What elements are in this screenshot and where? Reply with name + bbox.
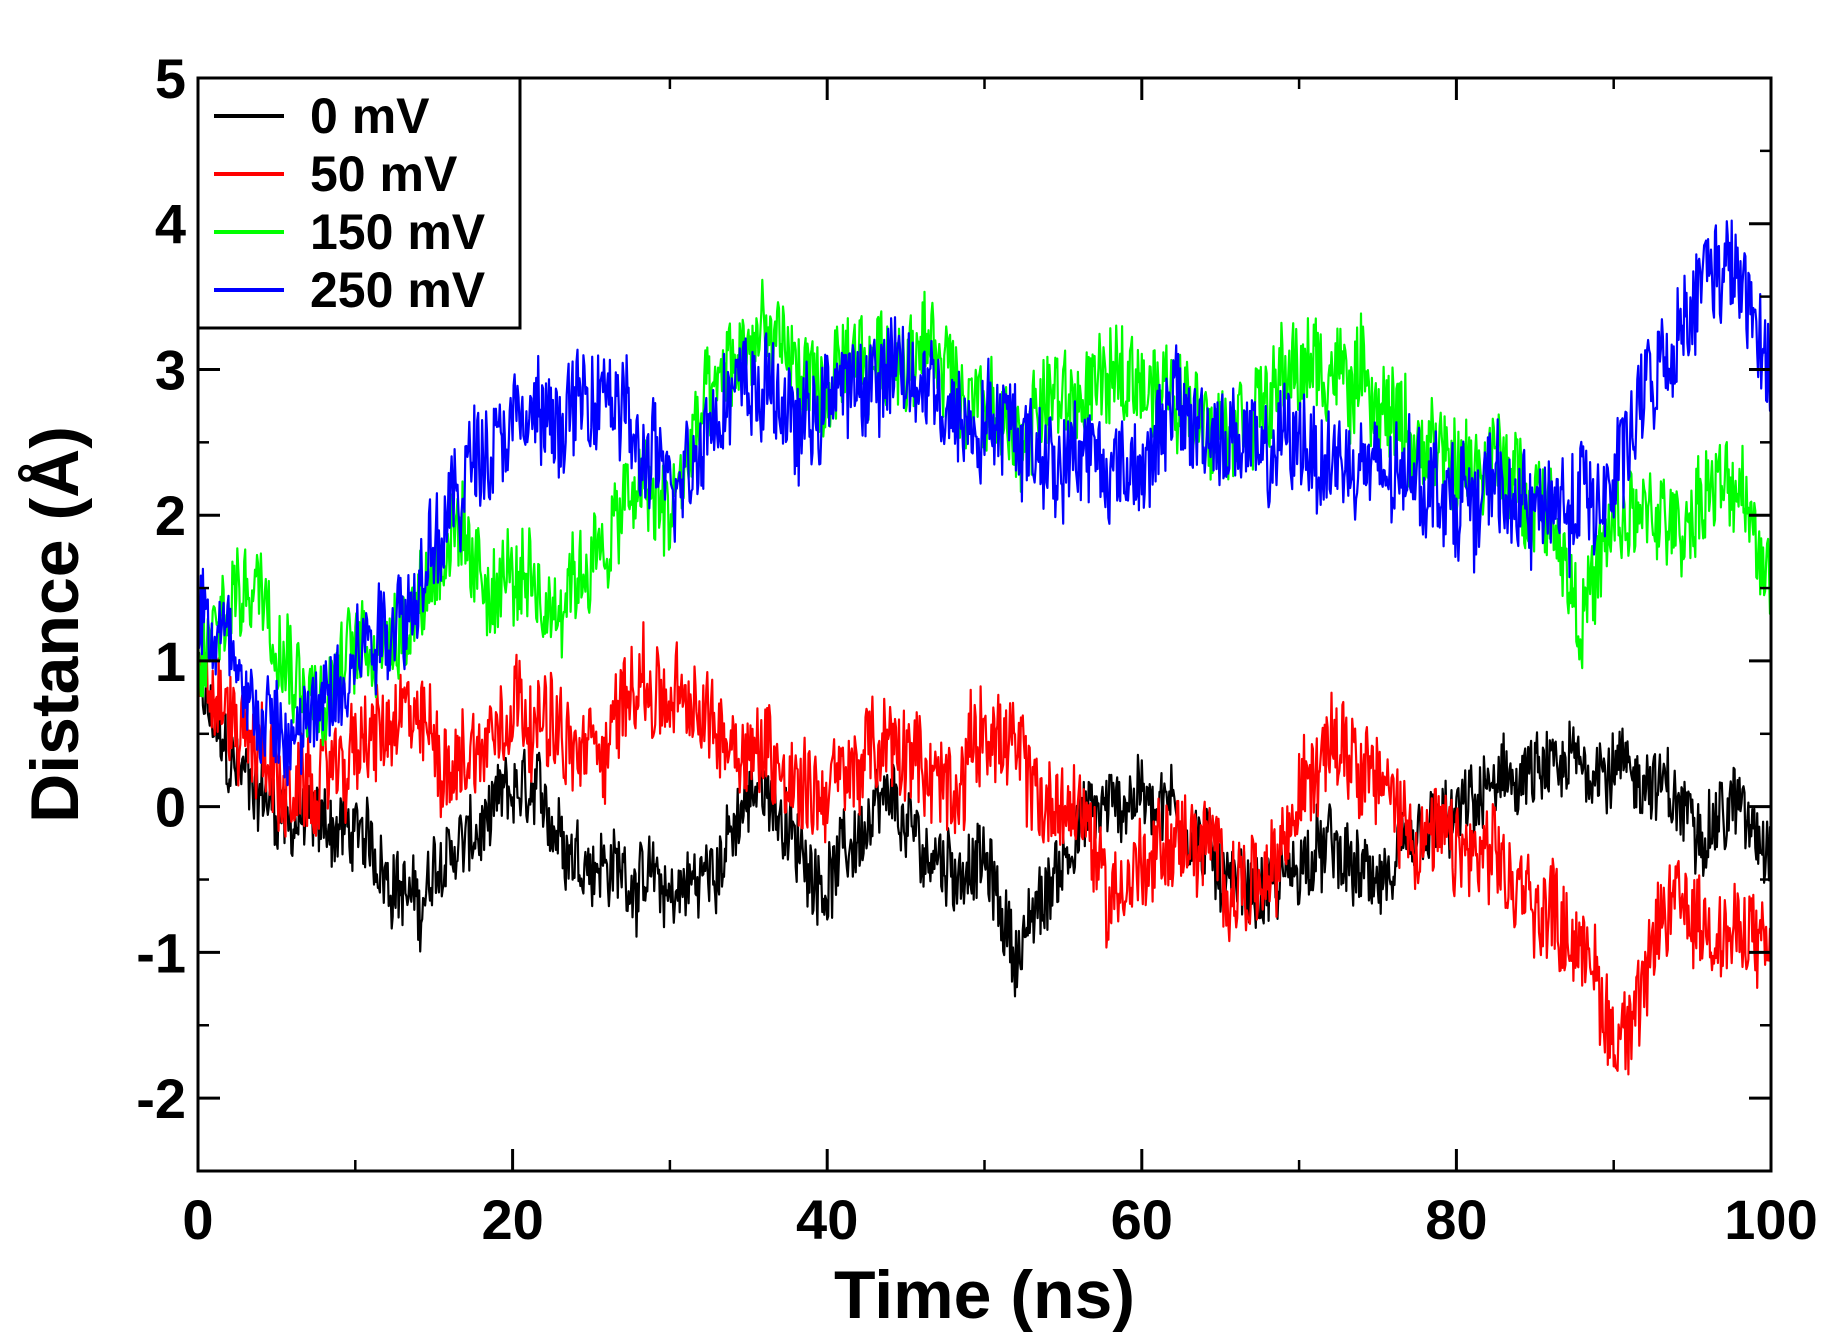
y-tick-label: 0 <box>155 776 186 839</box>
y-tick-label: 2 <box>155 484 186 547</box>
x-tick-label: 20 <box>481 1188 543 1251</box>
y-tick-label: 5 <box>155 47 186 110</box>
legend-label-0-mv: 0 mV <box>310 88 430 144</box>
y-tick-label: -1 <box>136 921 186 984</box>
legend-label-150-mv: 150 mV <box>310 204 486 260</box>
y-tick-label: -2 <box>136 1067 186 1130</box>
legend-label-250-mv: 250 mV <box>310 262 486 318</box>
y-axis-title: Distance (Å) <box>17 426 93 823</box>
series-layer <box>198 219 1771 1076</box>
legend-box <box>196 76 522 330</box>
ticks-layer: 0 20 40 60 80 100 -2 -1 0 1 2 3 4 5 <box>136 47 1818 1251</box>
x-tick-label: 0 <box>182 1188 213 1251</box>
x-tick-label: 100 <box>1724 1188 1817 1251</box>
legend-label-50-mv: 50 mV <box>310 146 458 202</box>
series-line-50-mv <box>198 621 1771 1076</box>
x-tick-label: 40 <box>796 1188 858 1251</box>
series-line-0-mv <box>198 651 1771 998</box>
y-tick-label: 1 <box>155 630 186 693</box>
series-line-250-mv <box>198 219 1771 787</box>
x-tick-label: 80 <box>1425 1188 1487 1251</box>
y-tick-label: 3 <box>155 338 186 401</box>
y-tick-label: 4 <box>155 193 186 256</box>
x-axis-title: Time (ns) <box>834 1257 1135 1333</box>
x-tick-label: 60 <box>1111 1188 1173 1251</box>
